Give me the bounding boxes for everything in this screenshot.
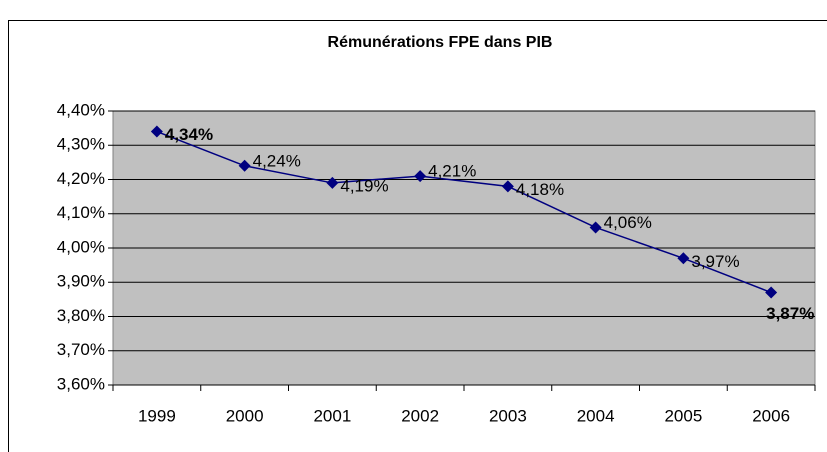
y-tick-label: 4,30% [57,135,105,154]
data-label: 4,18% [516,180,564,199]
marker [765,286,778,299]
data-label: 4,34% [165,125,213,144]
data-label: 4,19% [340,176,388,195]
y-tick-label: 3,60% [57,374,105,393]
y-tick-label: 4,20% [57,169,105,188]
x-tick-label: 1999 [138,406,176,425]
y-tick-label: 3,90% [57,272,105,291]
data-label: 4,06% [604,213,652,232]
y-tick-label: 3,80% [57,306,105,325]
x-tick-label: 2006 [752,406,790,425]
x-tick-label: 2004 [577,406,615,425]
marker [677,252,690,265]
data-label: 3,87% [766,304,814,323]
line [156,130,772,294]
x-tick-label: 2002 [401,406,439,425]
marker [326,176,339,189]
marker [501,180,514,193]
y-tick-label: 4,40% [57,100,105,119]
x-tick-label: 2001 [313,406,351,425]
marker [589,221,602,234]
marker [414,170,427,183]
y-tick-label: 4,10% [57,203,105,222]
marker [238,159,251,172]
marker [150,125,163,138]
x-tick-label: 2000 [226,406,264,425]
y-tick-label: 3,70% [57,340,105,359]
y-tick-label: 4,00% [57,237,105,256]
x-tick-label: 2003 [489,406,527,425]
data-label: 4,21% [428,162,476,181]
data-label: 4,24% [253,151,301,170]
data-label: 3,97% [691,252,739,271]
chart-title: Rémunérations FPE dans PIB [328,34,553,51]
x-tick-label: 2005 [664,406,702,425]
